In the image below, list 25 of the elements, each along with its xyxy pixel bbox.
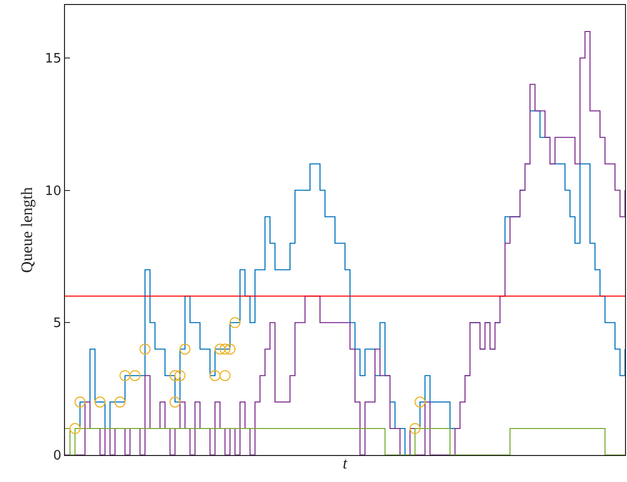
- y-tick-label: 15: [44, 51, 62, 66]
- point: [224, 344, 236, 355]
- point: [180, 344, 190, 355]
- point: [214, 344, 226, 355]
- point: [130, 370, 140, 382]
- point: [414, 396, 426, 408]
- point: [140, 344, 150, 355]
- point: [174, 370, 186, 382]
- point: [70, 423, 80, 434]
- point: [230, 317, 240, 328]
- point: [220, 370, 230, 382]
- point: [210, 370, 220, 382]
- point: [74, 396, 86, 408]
- point: [120, 370, 130, 382]
- x-axis-title: t: [342, 456, 348, 473]
- y-axis-title: Queue length: [18, 187, 36, 273]
- y-tick-label: 0: [53, 448, 62, 464]
- y-tick-label: 10: [44, 184, 62, 199]
- point: [220, 344, 230, 355]
- point: [170, 370, 180, 382]
- y-tick-label: 5: [53, 316, 62, 332]
- point: [114, 396, 126, 408]
- point: [94, 396, 106, 408]
- point: [410, 423, 420, 434]
- point: [170, 396, 180, 408]
